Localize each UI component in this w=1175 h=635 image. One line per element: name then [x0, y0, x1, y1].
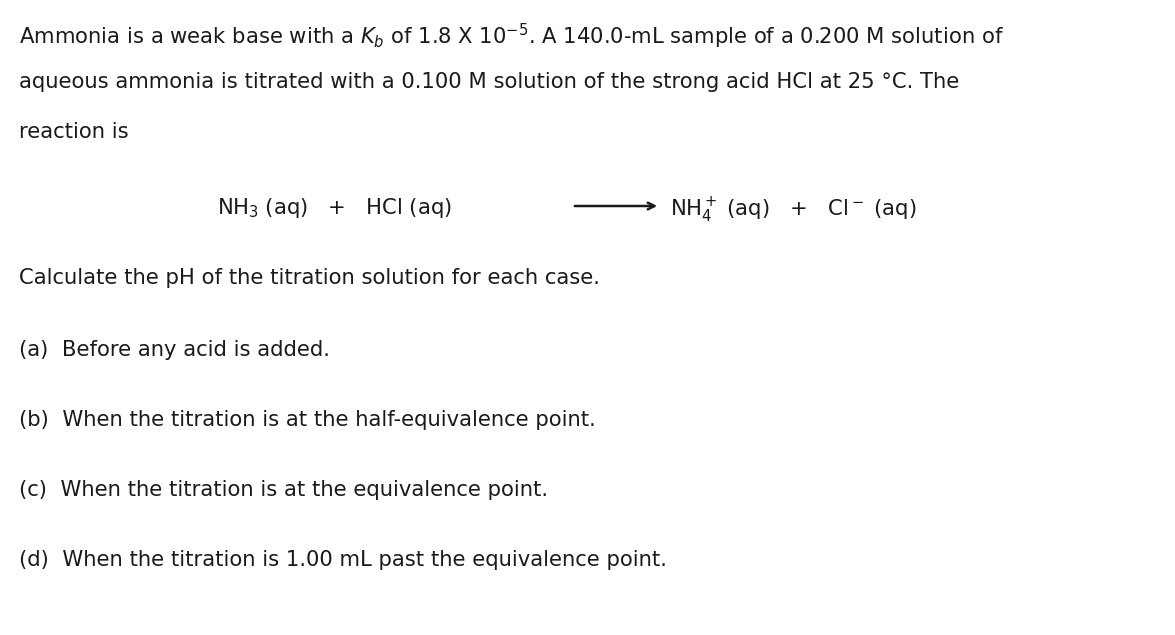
Text: aqueous ammonia is titrated with a 0.100 M solution of the strong acid HCl at 25: aqueous ammonia is titrated with a 0.100…: [19, 72, 959, 92]
Text: (d)  When the titration is 1.00 mL past the equivalence point.: (d) When the titration is 1.00 mL past t…: [19, 550, 666, 570]
Text: (c)  When the titration is at the equivalence point.: (c) When the titration is at the equival…: [19, 480, 548, 500]
Text: NH$_4^+$ (aq)   +   Cl$^-$ (aq): NH$_4^+$ (aq) + Cl$^-$ (aq): [670, 196, 916, 225]
Text: Calculate the pH of the titration solution for each case.: Calculate the pH of the titration soluti…: [19, 268, 599, 288]
Text: (a)  Before any acid is added.: (a) Before any acid is added.: [19, 340, 330, 360]
Text: (b)  When the titration is at the half-equivalence point.: (b) When the titration is at the half-eq…: [19, 410, 596, 430]
Text: Ammonia is a weak base with a $K_b$ of 1.8 X 10$^{-5}$. A 140.0-mL sample of a 0: Ammonia is a weak base with a $K_b$ of 1…: [19, 22, 1003, 51]
Text: reaction is: reaction is: [19, 122, 128, 142]
Text: NH$_3$ (aq)   +   HCl (aq): NH$_3$ (aq) + HCl (aq): [217, 196, 452, 220]
